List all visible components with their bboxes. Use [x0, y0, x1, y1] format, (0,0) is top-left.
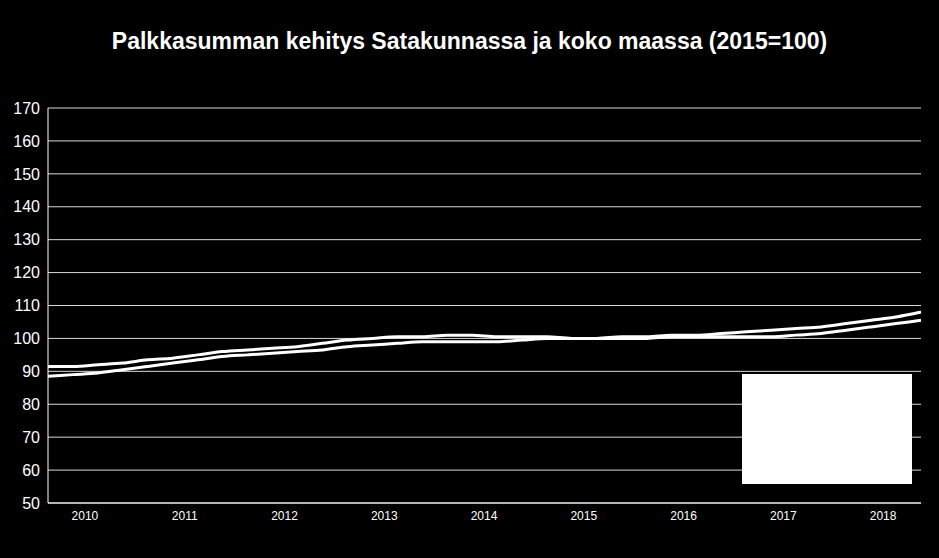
svg-text:110: 110 — [14, 297, 40, 314]
svg-text:120: 120 — [13, 264, 40, 281]
svg-text:2013: 2013 — [371, 509, 398, 523]
svg-text:60: 60 — [22, 462, 40, 479]
svg-text:2014: 2014 — [471, 509, 498, 523]
html-text:Palkkasumman kehitys Satakunna: Palkkasumman kehitys Satakunnassa ja kok… — [111, 28, 828, 54]
svg-text:2012: 2012 — [271, 509, 298, 523]
svg-text:80: 80 — [22, 396, 40, 413]
svg-text:2011: 2011 — [172, 509, 198, 523]
svg-text:2016: 2016 — [670, 509, 697, 523]
svg-text:170: 170 — [13, 100, 40, 117]
svg-text:50: 50 — [22, 495, 40, 512]
svg-text:2010: 2010 — [72, 509, 99, 523]
svg-text:160: 160 — [13, 133, 40, 150]
svg-text:70: 70 — [22, 429, 40, 446]
svg-text:150: 150 — [13, 166, 40, 183]
svg-text:2018: 2018 — [870, 509, 897, 523]
svg-text:100: 100 — [13, 330, 40, 347]
svg-text:2017: 2017 — [770, 509, 797, 523]
svg-text:130: 130 — [13, 231, 40, 248]
svg-text:2015: 2015 — [570, 509, 597, 523]
svg-text:140: 140 — [13, 198, 40, 215]
svg-text:90: 90 — [22, 363, 40, 380]
